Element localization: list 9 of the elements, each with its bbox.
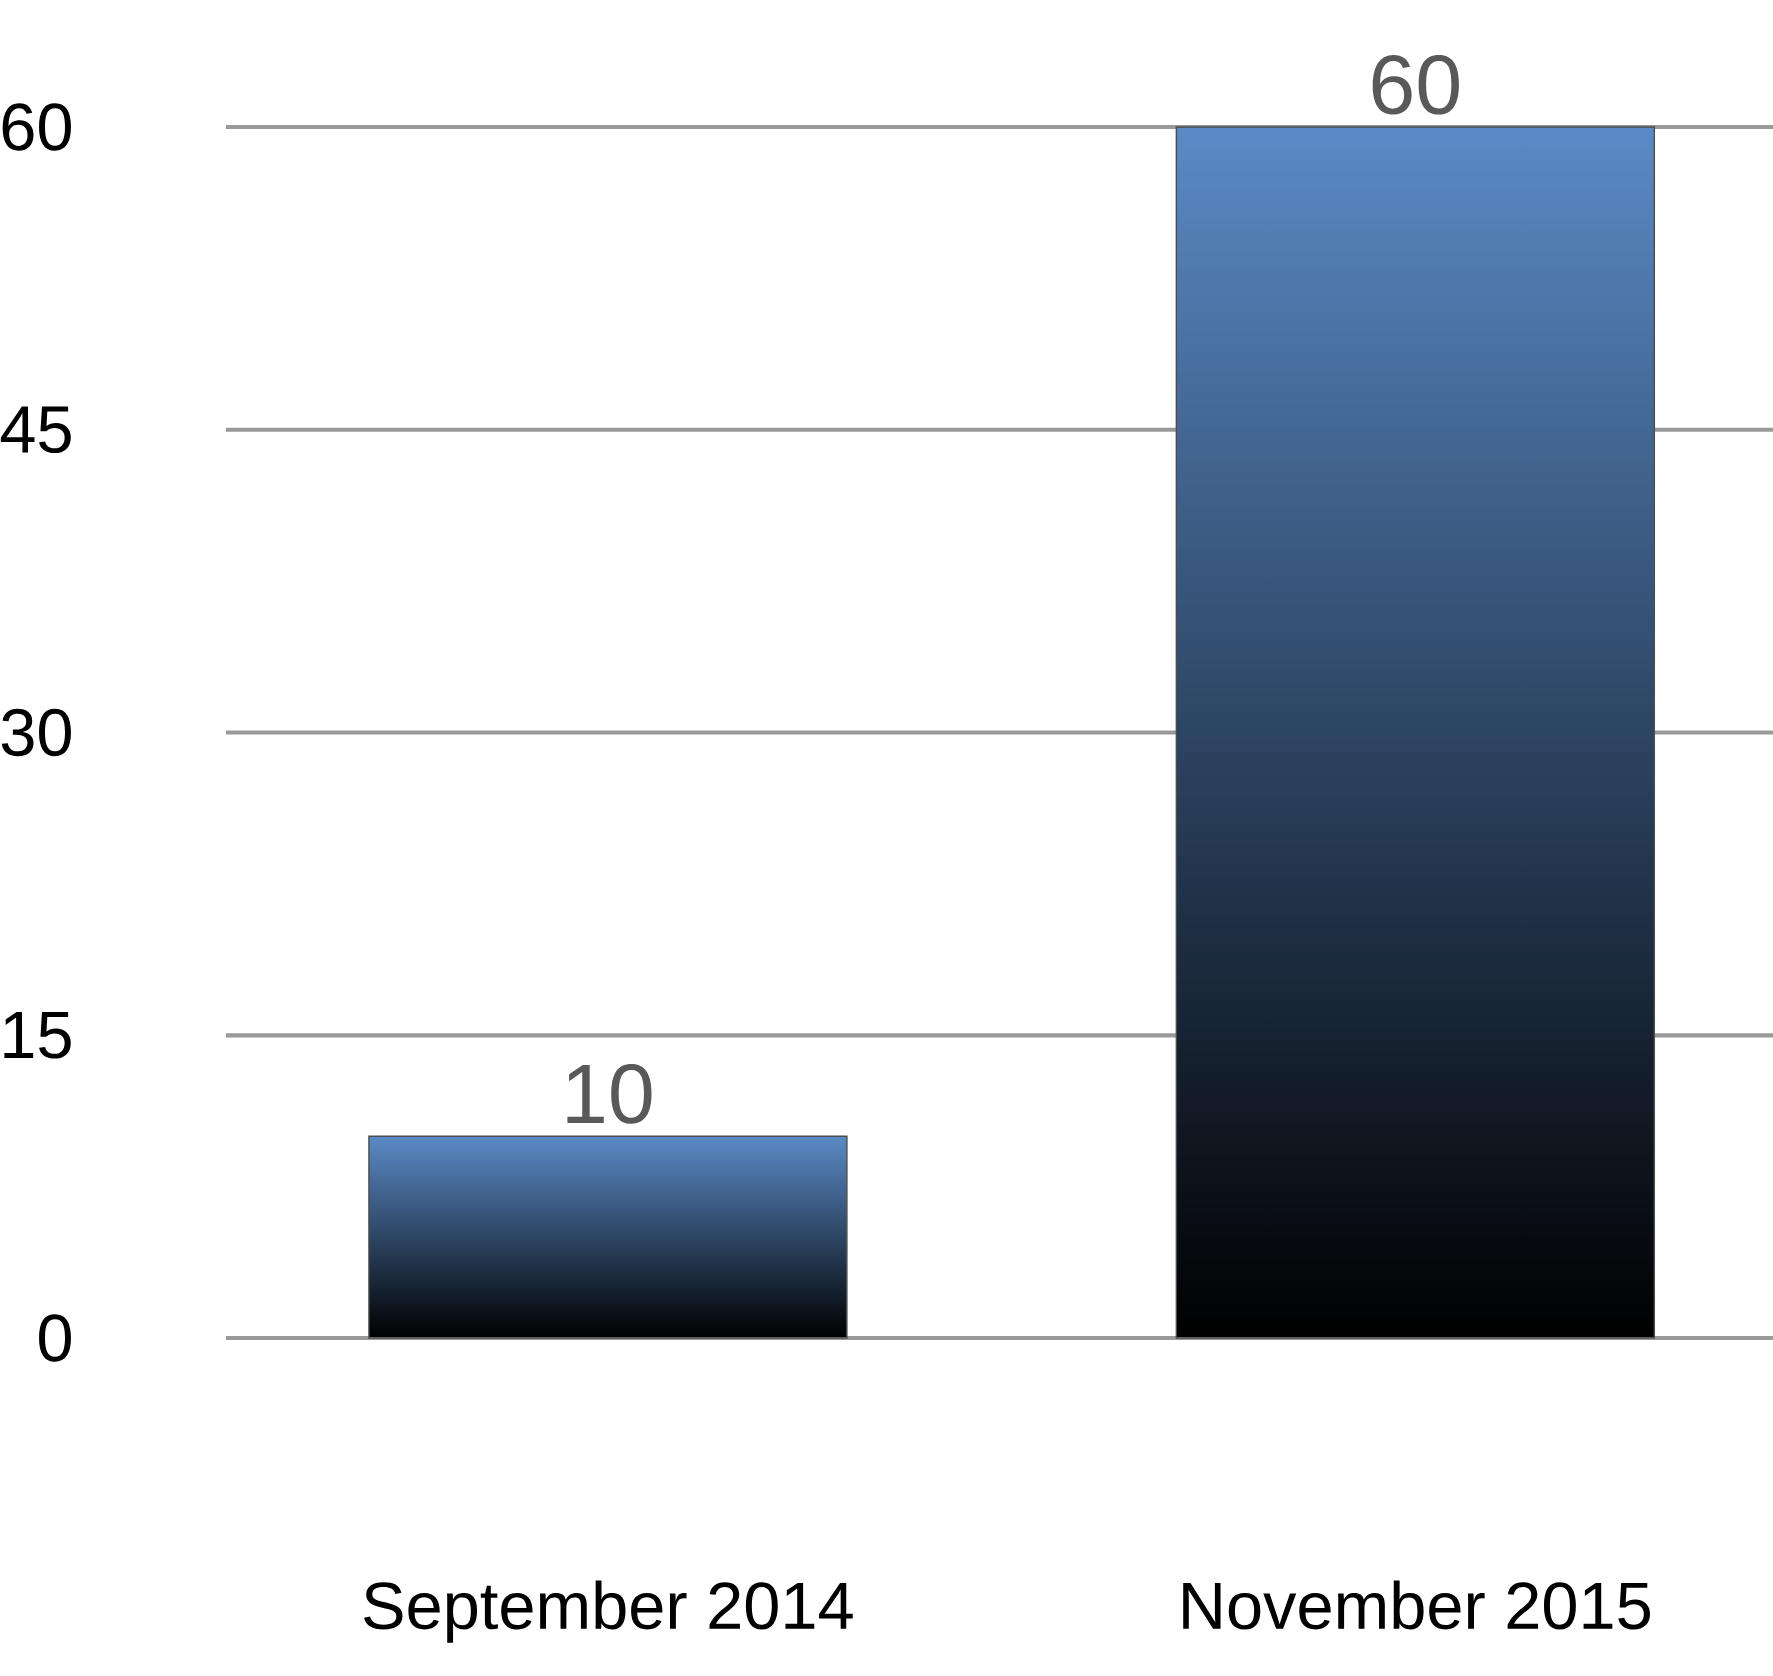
y-tick-label: 0 [39,1314,71,1362]
y-tick-label: 60 [2,103,71,151]
y-tick-label: 15 [4,1011,71,1059]
y-tick-label: 45 [0,406,71,454]
y-tick-label: 30 [1,708,71,757]
data-label: 60 [1372,54,1459,115]
data-label: 10 [567,1064,652,1124]
x-tick-label: September 2014 [364,1580,853,1643]
x-tick-label: November 2015 [1183,1580,1650,1630]
